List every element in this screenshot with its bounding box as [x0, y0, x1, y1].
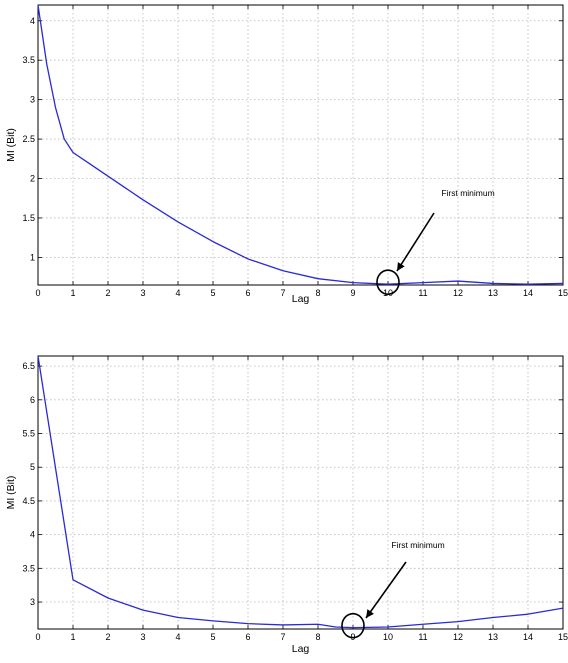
y-tick-label: 2.5	[22, 134, 35, 144]
x-tick-label: 0	[35, 632, 40, 642]
x-tick-label: 5	[210, 288, 215, 298]
y-tick-label: 4.5	[22, 496, 35, 506]
y-tick-label: 1.5	[22, 213, 35, 223]
x-tick-label: 2	[105, 288, 110, 298]
plot-area	[37, 355, 564, 630]
arrow-head-icon	[397, 262, 405, 271]
y-tick-label: 3.5	[22, 563, 35, 573]
x-tick-label: 14	[523, 632, 533, 642]
x-tick-label: 10	[383, 632, 393, 642]
x-tick-label: 8	[315, 632, 320, 642]
x-tick-label: 13	[488, 632, 498, 642]
series-line	[37, 355, 564, 629]
x-tick-label: 2	[105, 632, 110, 642]
x-tick-label: 12	[453, 288, 463, 298]
x-axis-label: Lag	[292, 643, 310, 655]
y-axis-label: MI (Bit)	[5, 128, 17, 162]
plot-area	[37, 4, 564, 286]
y-tick-label: 6.5	[22, 361, 35, 371]
x-tick-label: 15	[558, 288, 568, 298]
x-tick-label: 7	[280, 632, 285, 642]
x-tick-label: 7	[280, 288, 285, 298]
chart-bottom: 0 1 2 3 4 5 6 7 8 9 10 11 12 13 14 1533.544.555.566.5La…	[5, 355, 568, 655]
y-tick-label: 2	[30, 174, 35, 184]
x-tick-label: 1	[70, 288, 75, 298]
x-tick-label: 10	[383, 288, 393, 298]
x-axis-label: Lag	[292, 293, 310, 305]
annotation-arrow	[396, 212, 435, 272]
x-tick-label: 15	[558, 632, 568, 642]
y-tick-label: 4	[30, 16, 35, 26]
y-tick-label: 5	[30, 462, 35, 472]
x-tick-label: 11	[418, 632, 427, 642]
x-tick-label: 3	[140, 632, 145, 642]
x-tick-label: 1	[70, 632, 75, 642]
x-tick-label: 14	[523, 288, 533, 298]
x-tick-label: 13	[488, 288, 498, 298]
x-tick-label: 8	[315, 288, 320, 298]
chart-top: 0 1 2 3 4 5 6 7 8 9 10 11 12 13 14 1511.522.533.54LagMI…	[5, 4, 568, 305]
x-tick-label: 3	[140, 288, 145, 298]
annotation-text: First minimum	[441, 188, 494, 198]
y-tick-label: 3.5	[22, 55, 35, 65]
annotation-arrow	[365, 561, 407, 619]
first-minimum-circle	[341, 612, 365, 639]
y-tick-label: 1	[30, 252, 35, 262]
x-tick-label: 4	[175, 288, 180, 298]
x-tick-label: 0	[35, 288, 40, 298]
y-tick-label: 3	[30, 597, 35, 607]
y-tick-label: 6	[30, 395, 35, 405]
x-tick-label: 9	[350, 288, 355, 298]
y-axis-label: MI (Bit)	[5, 476, 17, 510]
annotation-text: First minimum	[391, 540, 444, 550]
y-tick-label: 5.5	[22, 429, 35, 439]
y-tick-label: 4	[30, 530, 35, 540]
x-tick-label: 6	[245, 288, 250, 298]
x-tick-label: 6	[245, 632, 250, 642]
x-tick-label: 5	[210, 632, 215, 642]
x-tick-label: 11	[418, 288, 427, 298]
y-tick-label: 3	[30, 95, 35, 105]
first-minimum-circle	[376, 269, 400, 296]
x-tick-label: 12	[453, 632, 463, 642]
series-line	[37, 4, 564, 285]
x-tick-label: 4	[175, 632, 180, 642]
arrow-head-icon	[366, 609, 374, 618]
